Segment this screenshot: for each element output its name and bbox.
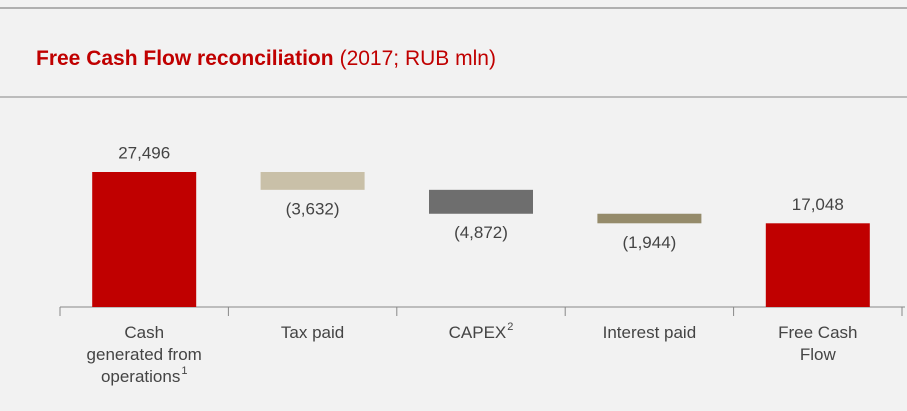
value-label: (4,872)	[454, 223, 508, 242]
x-tick-label: Tax paid	[281, 323, 344, 342]
x-tick-label: CAPEX2	[449, 321, 514, 343]
x-tick-line: Free Cash	[778, 323, 857, 342]
x-tick-line: generated from	[87, 345, 202, 364]
chart-title: Free Cash Flow reconciliation	[36, 47, 334, 70]
x-tick-label: Free Cash Flow	[778, 323, 857, 364]
chart-subtitle: (2017; RUB mln)	[340, 47, 496, 70]
value-label: 27,496	[118, 143, 170, 162]
chart-heading: Free Cash Flow reconciliation (2017; RUB …	[36, 47, 496, 70]
bar	[597, 213, 702, 224]
x-tick-label: Interest paid	[603, 323, 697, 342]
footnote-mark: 2	[507, 321, 513, 333]
x-tick-line: CAPEX	[449, 323, 507, 342]
x-tick-label: Cash generated from operations1	[87, 323, 202, 386]
bar	[429, 189, 533, 214]
value-label: 17,048	[792, 195, 844, 214]
x-tick-line: Flow	[800, 345, 837, 364]
bar	[765, 223, 870, 307]
value-label: (1,944)	[622, 233, 676, 252]
x-tick-line: Tax paid	[281, 323, 344, 342]
footnote-mark: 1	[181, 365, 187, 377]
bar	[260, 172, 365, 190]
value-label: (3,632)	[286, 199, 340, 218]
x-tick-line: Cash	[124, 323, 164, 342]
bar	[92, 172, 197, 307]
x-tick-line: operations	[101, 367, 180, 386]
x-tick-line: Interest paid	[603, 323, 697, 342]
